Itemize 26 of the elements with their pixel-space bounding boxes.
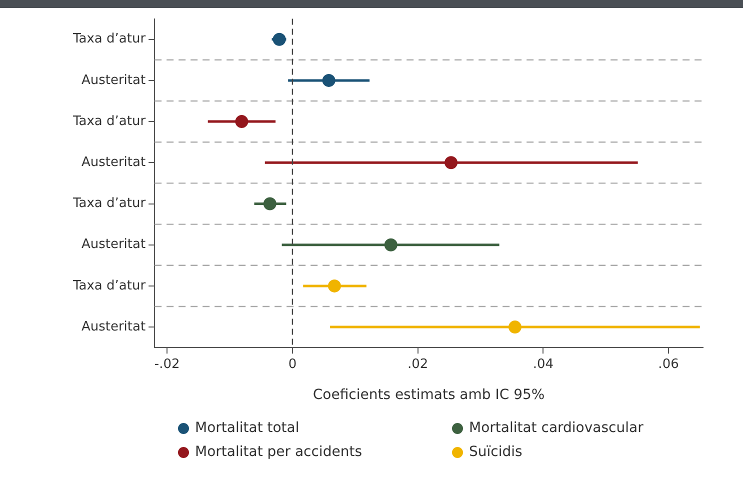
point [272, 32, 286, 46]
y-tick-label: Taxa d’atur [72, 32, 146, 47]
x-tick-label: .02 [407, 356, 428, 372]
x-tick-label: -.02 [154, 356, 180, 372]
y-tick-label: Austeritat [81, 155, 146, 170]
y-tick-label: Taxa d’atur [72, 114, 146, 129]
x-axis-title: Coeficients estimats amb IC 95% [312, 387, 545, 404]
point [328, 279, 341, 292]
y-tick-label: Taxa d’atur [72, 278, 146, 294]
point [384, 238, 398, 252]
legend-label: Mortalitat per accidents [195, 444, 362, 460]
point [235, 115, 248, 128]
point [444, 156, 458, 170]
x-tick-label: .06 [658, 356, 679, 372]
y-tick-label: Taxa d’atur [72, 196, 146, 212]
legend-label: Mortalitat total [195, 420, 300, 436]
y-tick-label: Austeritat [81, 319, 146, 334]
y-tick-label: Austeritat [81, 72, 146, 88]
y-tick-label: Austeritat [81, 237, 146, 252]
x-tick-label: .04 [532, 356, 554, 372]
legend-label: Suïcidis [468, 444, 522, 460]
point [508, 320, 522, 334]
x-tick-label: 0 [288, 356, 297, 372]
legend-label: Mortalitat cardiovascular [468, 420, 644, 436]
point [263, 197, 276, 210]
point [322, 74, 336, 87]
